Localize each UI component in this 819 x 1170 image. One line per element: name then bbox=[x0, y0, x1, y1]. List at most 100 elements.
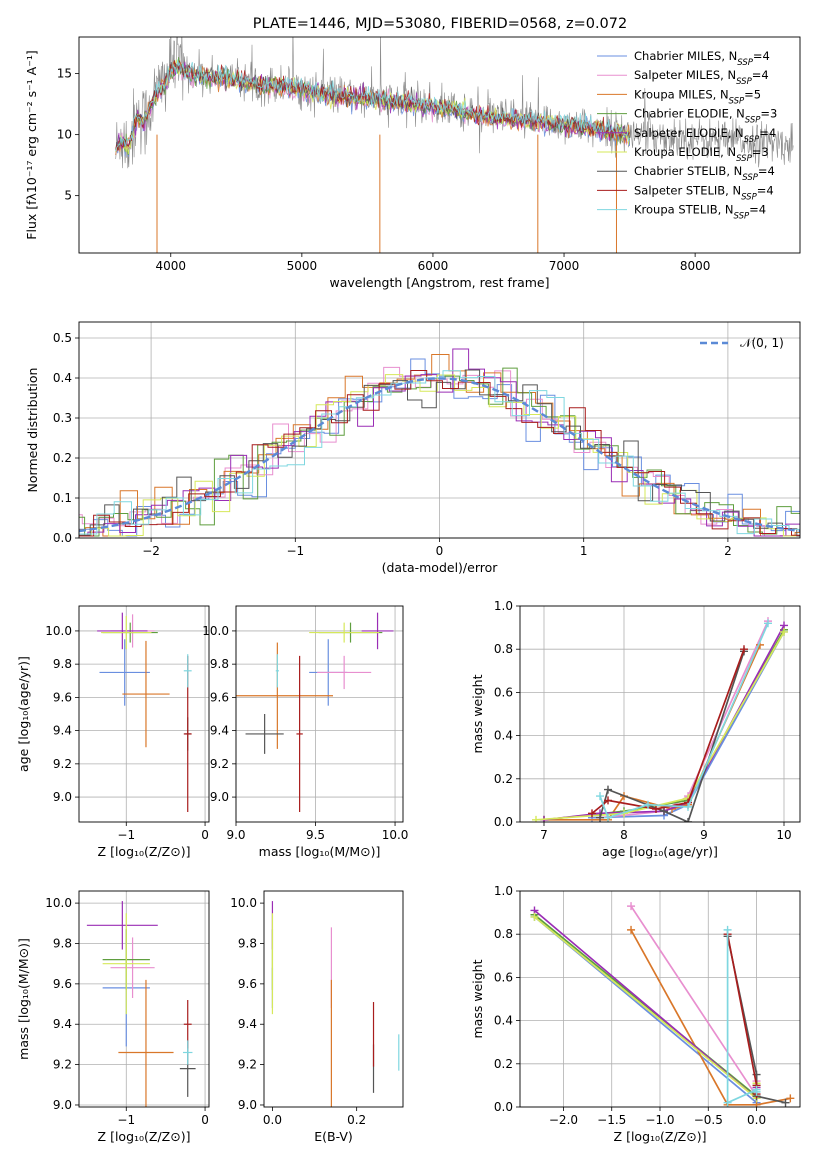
x-tick-label: −1 bbox=[117, 1113, 135, 1127]
legend-value: =4 bbox=[759, 126, 776, 140]
legend-value: =4 bbox=[753, 49, 770, 63]
x-tick-label: 1 bbox=[580, 544, 588, 558]
weight-marker bbox=[604, 796, 612, 805]
errorbar-point bbox=[86, 901, 158, 950]
y-tick-label: 9.4 bbox=[238, 1017, 257, 1031]
x-axis-label: mass [log₁₀(M/M⊙)] bbox=[259, 844, 381, 859]
weight-marker bbox=[660, 807, 668, 816]
axes-frame bbox=[78, 890, 210, 1108]
y-tick-label: 0.4 bbox=[494, 1014, 513, 1028]
x-tick-label: 7000 bbox=[549, 259, 580, 273]
weight-marker bbox=[530, 912, 539, 921]
x-tick-label: 5000 bbox=[287, 259, 318, 273]
x-tick-label: 8000 bbox=[680, 259, 711, 273]
legend-subscript: SSP bbox=[729, 96, 745, 106]
x-tick-label: 0.0 bbox=[263, 1113, 282, 1127]
errorbar-point bbox=[317, 655, 372, 690]
errorbar-point bbox=[102, 913, 150, 1015]
legend-label: Chabrier MILES, NSSP=4 bbox=[634, 49, 770, 68]
axes-z-mass: −1 0 9.0 9.2 9.4 9.6 9.8 10.0 Z [log₁₀(Z/Z⊙)] mas… bbox=[16, 890, 210, 1144]
legend-subscript: SSP bbox=[745, 116, 761, 126]
errorbar-point bbox=[309, 622, 380, 643]
x-tick-label: 2 bbox=[724, 544, 732, 558]
axes-z-weight: −2.0 −1.5 −1.0 −0.5 0.0 0.0 0.2 0.4 0.6 0.8 1.0 Z [… bbox=[470, 884, 801, 1144]
legend-label: Kroupa MILES, NSSP=5 bbox=[634, 87, 761, 106]
model-spectrum-line bbox=[115, 60, 630, 151]
legend-subscript: SSP bbox=[742, 173, 758, 183]
axes-frame bbox=[235, 605, 404, 823]
y-tick-label: 9.8 bbox=[238, 936, 257, 950]
legend-subscript: SSP bbox=[741, 192, 757, 202]
errorbar-point bbox=[118, 979, 174, 1107]
weight-marker bbox=[723, 925, 732, 934]
axes-residuals: −2 −1 0 1 2 0.0 0.1 0.2 0.3 0.4 0.5 (data-model)/er… bbox=[25, 321, 801, 575]
x-tick-label: 10.0 bbox=[382, 828, 409, 842]
x-tick-label: 0.0 bbox=[747, 1113, 766, 1127]
weight-marker bbox=[684, 802, 692, 811]
model-spectrum-line bbox=[115, 59, 630, 152]
x-tick-label: 8 bbox=[620, 828, 628, 842]
errorbar-plot-area bbox=[236, 612, 394, 813]
weight-series-line bbox=[630, 929, 791, 1106]
errorbar-point bbox=[275, 654, 279, 688]
x-tick-label: 4000 bbox=[155, 259, 186, 273]
legend-label: Chabrier ELODIE, NSSP=3 bbox=[634, 107, 777, 126]
y-tick-label: 0.6 bbox=[494, 970, 513, 984]
x-tick-label: 0 bbox=[201, 828, 209, 842]
y-tick-label: 9.8 bbox=[53, 936, 72, 950]
y-axis-label: Flux [fλ10⁻¹⁷ erg cm⁻² s⁻¹ A⁻¹] bbox=[24, 50, 39, 239]
y-tick-label: 0.0 bbox=[53, 531, 72, 545]
weight-plot-area bbox=[530, 902, 795, 1107]
legend-value: =4 bbox=[757, 183, 774, 197]
y-tick-label: 0.2 bbox=[494, 1057, 513, 1071]
errorbar-point bbox=[183, 1040, 193, 1065]
y-tick-label: 9.4 bbox=[210, 724, 229, 738]
x-tick-label: −1.0 bbox=[645, 1113, 674, 1127]
weight-marker bbox=[588, 809, 596, 818]
normal-curve-line bbox=[79, 377, 800, 533]
x-tick-label: −1 bbox=[117, 828, 135, 842]
x-tick-label: 7 bbox=[540, 828, 548, 842]
y-tick-label: 9.4 bbox=[53, 724, 72, 738]
spectrum-plot-area bbox=[115, 37, 794, 253]
x-axis-label: wavelength [Angstrom, rest frame] bbox=[329, 275, 549, 290]
x-tick-label: −2 bbox=[142, 544, 160, 558]
axes-frame bbox=[78, 321, 801, 539]
x-axis-label: Z [log₁₀(Z/Z⊙)] bbox=[614, 1129, 707, 1144]
y-tick-label: 0.3 bbox=[53, 411, 72, 425]
y-tick-label: 10 bbox=[57, 128, 72, 142]
figure-title: PLATE=1446, MJD=53080, FIBERID=0568, z=0… bbox=[253, 16, 627, 32]
x-axis-label: Z [log₁₀(Z/Z⊙)] bbox=[98, 1129, 191, 1144]
x-tick-label: 0 bbox=[201, 1113, 209, 1127]
x-tick-label: 9.0 bbox=[226, 828, 245, 842]
x-tick-label: −2.0 bbox=[549, 1113, 578, 1127]
weight-marker bbox=[684, 818, 692, 822]
y-tick-label: 9.2 bbox=[238, 1058, 257, 1072]
x-tick-label: 0.2 bbox=[347, 1113, 366, 1127]
y-tick-label: 1.0 bbox=[494, 599, 513, 613]
legend-label: Kroupa ELODIE, NSSP=3 bbox=[634, 145, 769, 164]
y-tick-label: 10.0 bbox=[202, 624, 229, 638]
weight-marker bbox=[604, 813, 612, 822]
x-tick-label: −0.5 bbox=[694, 1113, 723, 1127]
axes-frame bbox=[78, 605, 210, 823]
weight-series-line bbox=[535, 631, 785, 821]
errorbar-point bbox=[296, 655, 303, 813]
errorbar-point bbox=[97, 612, 148, 650]
y-axis-label: mass [log₁₀(M/M⊙)] bbox=[16, 938, 31, 1060]
legend-value: =5 bbox=[744, 87, 761, 101]
y-tick-label: 0.1 bbox=[53, 491, 72, 505]
x-tick-label: −1 bbox=[286, 544, 304, 558]
weight-series-line bbox=[630, 905, 758, 1100]
y-tick-label: 15 bbox=[57, 67, 72, 81]
y-tick-label: 9.0 bbox=[53, 790, 72, 804]
legend-label: Chabrier STELIB, NSSP=4 bbox=[634, 164, 775, 183]
y-tick-label: 9.8 bbox=[53, 657, 72, 671]
x-tick-label: 9 bbox=[700, 828, 708, 842]
errorbar-plot-area bbox=[97, 612, 192, 813]
y-axis-label: mass weight bbox=[470, 959, 485, 1038]
y-tick-label: 0.8 bbox=[494, 642, 513, 656]
axes-frame bbox=[519, 890, 801, 1108]
y-tick-label: 9.2 bbox=[53, 757, 72, 771]
